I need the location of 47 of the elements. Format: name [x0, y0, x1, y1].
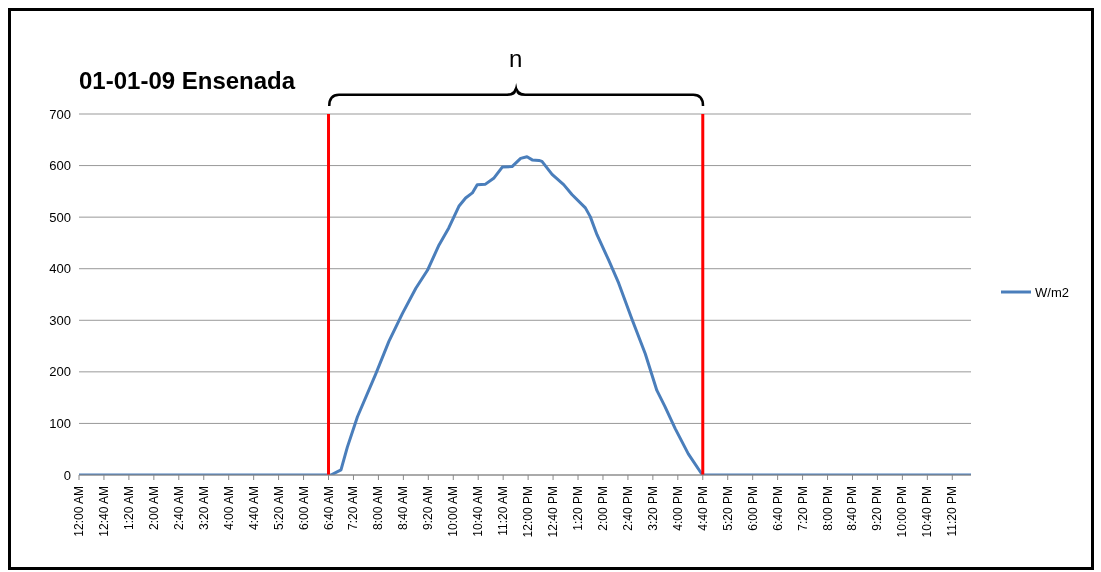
legend-label: W/m2 — [1035, 284, 1069, 300]
y-tick-label: 200 — [49, 364, 71, 380]
x-tick-label: 10:40 AM — [471, 486, 486, 537]
y-tick-label: 700 — [49, 106, 71, 122]
x-tick-label: 10:00 AM — [446, 486, 461, 537]
x-tick-label: 6:00 PM — [745, 486, 760, 531]
y-tick-label: 500 — [49, 209, 71, 225]
x-tick-label: 11:20 PM — [945, 486, 960, 537]
y-tick-label: 100 — [49, 416, 71, 432]
x-tick-label: 4:40 PM — [695, 486, 710, 531]
x-tick-label: 1:20 PM — [571, 486, 586, 531]
x-tick-label: 6:00 AM — [296, 486, 311, 531]
x-tick-label: 8:00 AM — [371, 486, 386, 531]
x-tick-label: 11:20 AM — [496, 486, 511, 536]
x-tick-label: 9:20 PM — [870, 486, 885, 531]
x-tick-label: 12:40 PM — [546, 486, 561, 538]
chart-title: 01-01-09 Ensenada — [79, 67, 296, 95]
x-tick-label: 7:20 PM — [795, 486, 810, 531]
x-tick-label: 8:40 AM — [396, 486, 411, 531]
x-tick-label: 2:00 PM — [595, 486, 610, 531]
x-tick-label: 10:00 PM — [895, 486, 910, 538]
x-tick-label: 3:20 PM — [645, 486, 660, 531]
text: n — [507, 45, 524, 73]
x-tick-label: 1:20 AM — [121, 486, 136, 531]
x-tick-label: 2:40 PM — [620, 486, 635, 531]
x-tick-label: 12:00 PM — [521, 486, 536, 538]
x-tick-label: 2:00 AM — [146, 486, 161, 531]
y-tick-label: 400 — [49, 261, 71, 277]
x-tick-label: 12:00 AM — [72, 486, 86, 537]
x-tick-label: 10:40 PM — [920, 486, 935, 538]
x-tick-label: 9:20 AM — [421, 486, 436, 531]
x-tick-label: 6:40 PM — [770, 486, 785, 531]
x-tick-label: 4:40 AM — [246, 486, 261, 531]
x-tick-label: 8:00 PM — [820, 486, 835, 531]
x-tick-label: 8:40 PM — [845, 486, 860, 531]
y-tick-label: 300 — [49, 312, 71, 328]
x-tick-label: 4:00 AM — [221, 486, 236, 531]
x-tick-label: 7:20 AM — [346, 486, 361, 531]
x-tick-label: 4:00 PM — [670, 486, 685, 531]
x-tick-label: 6:40 AM — [321, 486, 336, 531]
x-tick-label: 3:20 AM — [196, 486, 211, 531]
y-tick-label: 0 — [63, 467, 71, 483]
x-tick-label: 5:20 PM — [720, 486, 735, 531]
x-tick-label: 12:40 AM — [96, 486, 111, 537]
y-tick-label: 600 — [49, 158, 71, 174]
x-tick-label: 2:40 AM — [171, 486, 186, 531]
x-tick-label: 5:20 AM — [271, 486, 286, 531]
